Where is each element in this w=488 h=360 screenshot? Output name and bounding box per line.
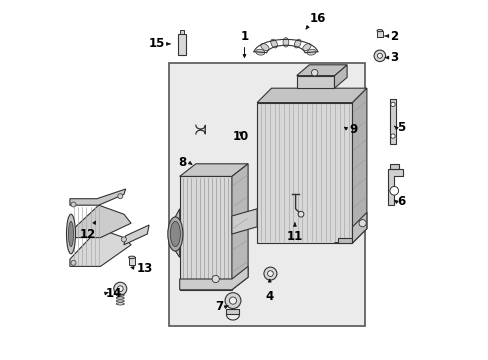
Bar [178,34,186,55]
Polygon shape [389,99,395,144]
Polygon shape [334,212,366,243]
Ellipse shape [302,44,310,51]
Ellipse shape [260,44,268,51]
Polygon shape [296,65,346,76]
Polygon shape [296,76,334,88]
Bar [128,257,135,265]
Polygon shape [257,103,352,243]
Polygon shape [175,209,179,257]
Text: 2: 2 [389,30,398,42]
Polygon shape [70,205,131,238]
Polygon shape [179,164,247,176]
Polygon shape [231,164,247,290]
Ellipse shape [170,221,180,247]
Polygon shape [387,169,402,205]
Text: 1: 1 [240,30,248,43]
Ellipse shape [128,256,135,259]
Ellipse shape [306,49,316,55]
Circle shape [224,293,241,309]
Polygon shape [179,266,247,290]
Circle shape [71,260,76,265]
Circle shape [311,69,317,76]
Ellipse shape [255,49,264,55]
Text: 6: 6 [397,195,405,208]
Text: 11: 11 [286,230,303,243]
Polygon shape [70,229,131,266]
Ellipse shape [167,217,183,251]
Polygon shape [389,164,399,169]
Circle shape [390,102,394,107]
Polygon shape [334,65,346,88]
Text: 9: 9 [348,123,356,136]
Polygon shape [226,309,239,314]
Polygon shape [257,88,366,103]
Text: 13: 13 [136,262,152,275]
Circle shape [390,134,394,138]
Text: 10: 10 [232,130,248,143]
Circle shape [377,53,382,58]
Circle shape [71,202,76,207]
Polygon shape [231,209,257,234]
Text: 4: 4 [265,290,273,303]
Text: 15: 15 [149,37,165,50]
Ellipse shape [376,30,382,32]
Circle shape [373,50,385,62]
Bar [168,63,365,326]
Text: 8: 8 [178,156,186,169]
Circle shape [212,275,219,283]
Circle shape [117,286,123,292]
Text: 16: 16 [309,12,325,25]
Circle shape [118,194,122,199]
Text: 7: 7 [214,300,223,313]
Circle shape [298,211,303,217]
Polygon shape [123,225,149,245]
Text: 3: 3 [389,51,398,64]
Polygon shape [337,238,352,243]
Circle shape [121,237,126,242]
Circle shape [389,186,398,195]
Text: 12: 12 [80,228,96,240]
Bar [180,30,184,34]
Bar [376,31,382,37]
Ellipse shape [294,39,301,48]
Circle shape [114,282,126,295]
Circle shape [358,220,366,227]
Ellipse shape [68,221,73,247]
Ellipse shape [283,38,288,47]
Ellipse shape [270,39,277,48]
Circle shape [267,271,273,276]
Polygon shape [179,176,231,290]
Circle shape [229,297,236,304]
Circle shape [264,267,276,280]
Text: 5: 5 [397,121,405,134]
Ellipse shape [66,214,75,254]
Text: 14: 14 [106,287,122,300]
Polygon shape [352,88,366,243]
Polygon shape [70,189,125,205]
